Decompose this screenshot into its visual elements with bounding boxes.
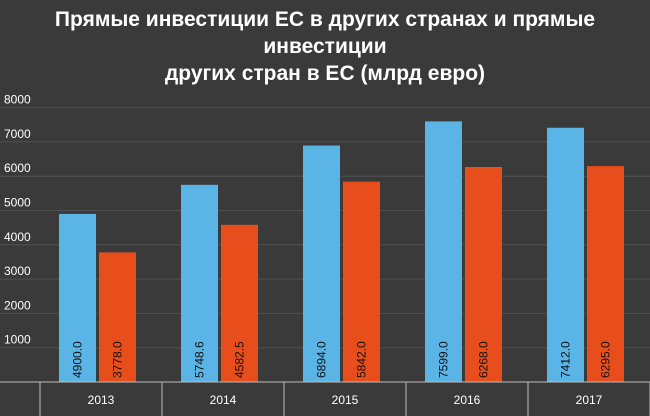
bar-value-label: 6295.0: [599, 341, 613, 378]
bar: [99, 252, 136, 382]
bar-value-label: 7412.0: [559, 341, 573, 378]
y-tick-label: 2000: [4, 298, 31, 312]
bar-value-label: 3778.0: [111, 341, 125, 378]
bar-value-label: 6894.0: [315, 341, 329, 378]
bar: [587, 166, 624, 382]
y-tick-label: 8000: [4, 93, 31, 107]
chart-title-line-2: других стран в ЕС (млрд евро): [164, 62, 486, 85]
bar-value-label: 4900.0: [71, 341, 85, 378]
x-tick-label: 2015: [332, 393, 359, 407]
chart-title: Прямые инвестиции ЕС в других странах и …: [0, 6, 650, 87]
bar: [221, 224, 258, 382]
bar: [181, 184, 218, 382]
x-tick-label: 2016: [454, 393, 481, 407]
y-tick-label: 7000: [4, 127, 31, 141]
chart-title-line-1: Прямые инвестиции ЕС в других странах и …: [54, 8, 596, 58]
y-tick-label: 4000: [4, 230, 31, 244]
bar-value-label: 5748.6: [193, 341, 207, 378]
x-axis: 2013 2014 2015 2016 2017: [0, 381, 650, 416]
bar: [343, 181, 380, 382]
bar-value-label: 6268.0: [477, 341, 491, 378]
x-tick-label: 2014: [210, 393, 237, 407]
bar: [547, 127, 584, 382]
bar: [303, 145, 340, 382]
y-axis-ticks: 1000 2000 3000 4000 5000 6000 7000 8000: [4, 93, 31, 347]
y-tick-label: 3000: [4, 264, 31, 278]
bar: [465, 167, 502, 382]
bar-value-labels: 4900.0 3778.0 5748.6 4582.5 6894.0 5842.0 7599…: [71, 341, 613, 378]
bar-value-label: 5842.0: [355, 341, 369, 378]
bar: [425, 121, 462, 382]
bars: [59, 121, 624, 382]
bar-value-label: 4582.5: [233, 341, 247, 378]
x-tick-label: 2017: [576, 393, 603, 407]
y-tick-label: 6000: [4, 161, 31, 175]
y-tick-label: 1000: [4, 333, 31, 347]
y-tick-label: 5000: [4, 196, 31, 210]
x-tick-label: 2013: [88, 393, 115, 407]
bar: [59, 213, 96, 382]
bar-value-label: 7599.0: [437, 341, 451, 378]
